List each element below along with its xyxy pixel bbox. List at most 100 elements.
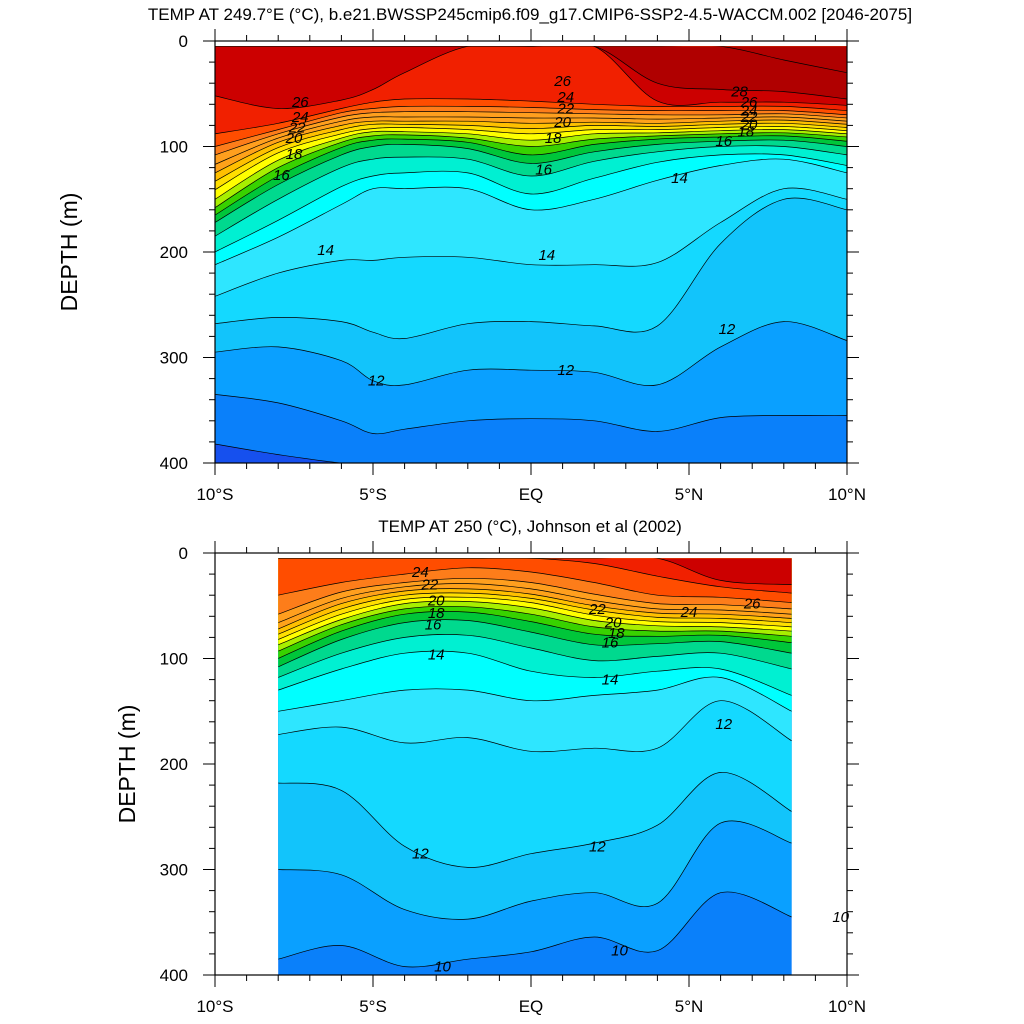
isotherm-11 [215, 394, 847, 435]
contour-label: 14 [317, 242, 334, 259]
isotherm-16 [278, 610, 792, 659]
contour-label: 16 [602, 635, 619, 652]
y-tick-label: 100 [160, 650, 188, 669]
contour-label: 12 [719, 321, 736, 338]
contour-fill-26 [278, 558, 792, 585]
isotherm-19 [278, 596, 792, 640]
contour-label: 18 [738, 124, 755, 141]
contour-label: 18 [608, 625, 625, 642]
isotherm-15 [278, 619, 792, 668]
isotherm-25 [215, 105, 847, 147]
contour-fill-28 [215, 46, 847, 99]
contour-label: 26 [291, 94, 309, 111]
isotherm-13.5 [215, 158, 847, 266]
isotherm-24 [278, 567, 792, 603]
contour-label: 18 [545, 130, 562, 147]
isotherm-12 [278, 772, 792, 868]
isotherm-19 [215, 129, 847, 200]
x-tick-label: 10°N [828, 997, 866, 1016]
contour-label: 22 [556, 101, 574, 118]
isotherm-10 [278, 891, 792, 968]
contour-fill-25 [278, 558, 792, 594]
top-chart-axes: 10°S 5°S EQ 5°N 10°N 0 100 200 300 400 [160, 29, 866, 504]
contour-label: 26 [740, 94, 758, 111]
contour-label: 22 [421, 577, 439, 594]
isotherm-20 [278, 592, 792, 635]
contour-label: 14 [428, 646, 445, 663]
contour-label: 22 [588, 601, 606, 618]
contour-label: 20 [604, 615, 622, 632]
contour-label: 12 [412, 846, 429, 863]
contour-label: 20 [553, 114, 571, 131]
top-chart-title: TEMP AT 249.7°E (°C), b.e21.BWSSP245cmip… [148, 5, 912, 24]
contour-label: 18 [428, 605, 445, 622]
contour-label: 22 [740, 109, 758, 126]
contour-label: 12 [589, 838, 606, 855]
x-tick-label: 5°N [675, 997, 704, 1016]
isotherm-17 [278, 605, 792, 652]
y-tick-label: 300 [160, 861, 188, 880]
isotherm-26 [278, 558, 792, 585]
contour-label: 20 [427, 592, 445, 609]
contour-label: 10 [434, 959, 451, 976]
contour-label: 16 [715, 133, 732, 150]
isotherm-22 [215, 119, 847, 174]
isotherm-18 [215, 132, 847, 208]
contour-label: 12 [368, 373, 385, 390]
x-tick-label: 5°N [675, 485, 704, 504]
contour-label: 12 [557, 362, 574, 379]
contour-label: 24 [411, 564, 429, 581]
isotherm-29 [215, 46, 847, 74]
isotherm-21 [278, 588, 792, 630]
x-tick-label: EQ [519, 997, 544, 1016]
y-tick-label: 200 [160, 755, 188, 774]
top-chart-ylabel: DEPTH (m) [56, 193, 82, 312]
isotherm-26 [215, 98, 847, 135]
contour-label: 26 [553, 73, 571, 90]
contour-label: 24 [680, 604, 698, 621]
isotherm-23 [215, 116, 847, 165]
contour-label: 14 [671, 170, 688, 187]
contour-label: 10 [832, 909, 849, 926]
contour-label: 14 [538, 247, 555, 264]
isotherm-12 [215, 321, 847, 387]
contour-label: 16 [425, 617, 442, 634]
contour-label: 12 [715, 716, 732, 733]
isotherm-24 [215, 111, 847, 156]
x-tick-label: 10°N [828, 485, 866, 504]
contour-label: 20 [285, 130, 303, 147]
contour-label: 20 [740, 116, 758, 133]
isotherm-14 [278, 634, 792, 678]
contour-label: 26 [743, 596, 761, 613]
bottom-chart-axes: 10°S 5°S EQ 5°N 10°N 0 100 200 300 400 [160, 541, 866, 1016]
isotherm-27 [215, 46, 847, 109]
isotherm-18 [278, 600, 792, 646]
isotherm-15 [215, 145, 847, 237]
isotherm-13.5 [278, 650, 792, 696]
isotherm-12.5 [215, 197, 847, 340]
isotherm-13 [278, 676, 792, 712]
contour-label: 24 [740, 103, 758, 120]
isotherm-16 [215, 139, 847, 223]
x-tick-label: 10°S [196, 997, 233, 1016]
contour-label: 28 [730, 84, 748, 101]
isotherm-23 [278, 577, 792, 615]
x-tick-label: 5°S [359, 997, 387, 1016]
x-tick-label: 5°S [359, 485, 387, 504]
bottom-chart-fills [278, 558, 792, 975]
x-tick-label: 10°S [196, 485, 233, 504]
isotherm-20 [215, 125, 847, 191]
isotherm-14 [215, 153, 847, 253]
y-tick-label: 100 [160, 138, 188, 157]
bottom-chart-title: TEMP AT 250 (°C), Johnson et al (2002) [378, 517, 682, 536]
top-chart-contours [215, 46, 847, 464]
contour-label: 24 [556, 89, 574, 106]
contour-label: 24 [291, 109, 309, 126]
isotherm-21 [215, 122, 847, 182]
isotherm-12.5 [278, 700, 792, 753]
